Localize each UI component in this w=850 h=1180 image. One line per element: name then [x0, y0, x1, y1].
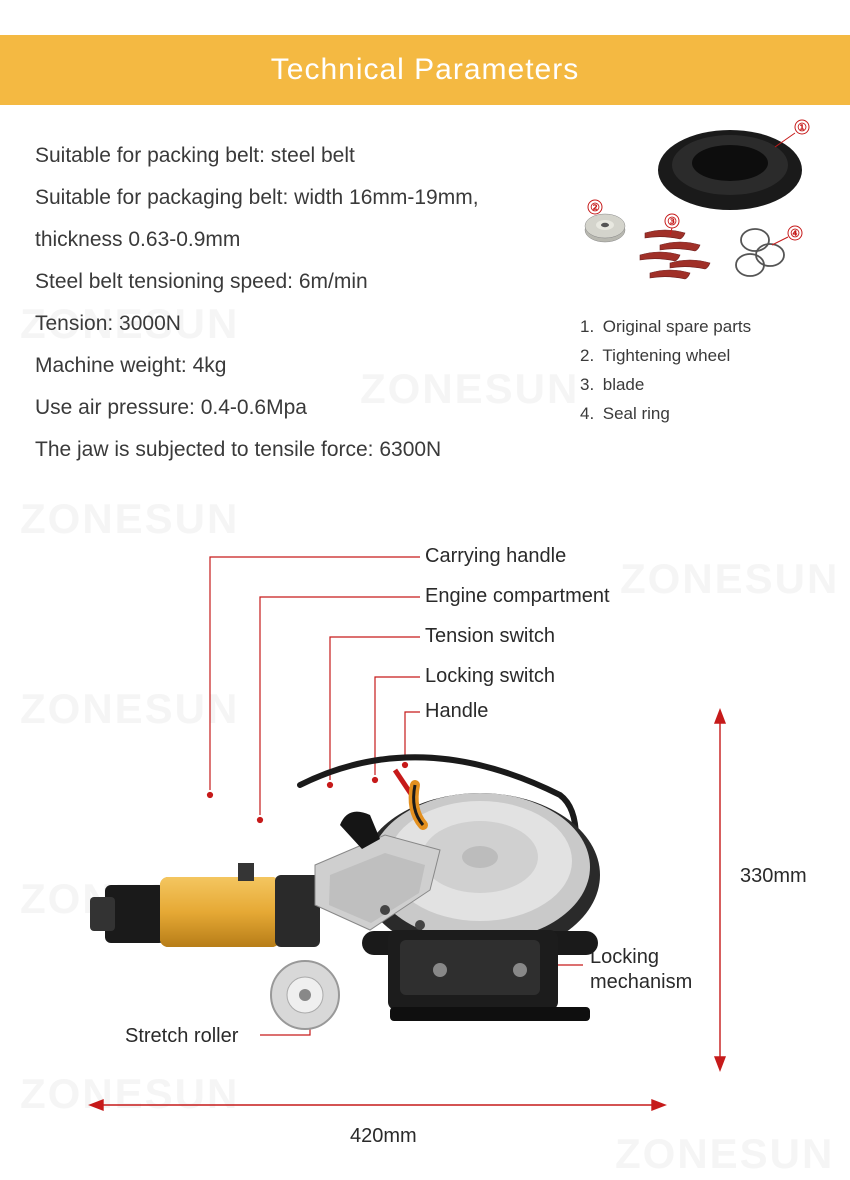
marker-1: ① — [797, 122, 807, 134]
parts-legend: 1. Original spare parts 2. Tightening wh… — [560, 313, 820, 429]
marker-2: ② — [590, 202, 600, 214]
machine-illustration — [90, 757, 600, 1029]
marker-3: ③ — [667, 216, 677, 228]
spec-line: Suitable for packing belt: steel belt — [35, 135, 565, 177]
dim-arrow-width — [90, 1100, 665, 1110]
spec-line: Machine weight: 4kg — [35, 345, 565, 387]
parts-item: 4. Seal ring — [580, 400, 820, 429]
spec-line: Steel belt tensioning speed: 6m/min — [35, 261, 565, 303]
page-title: Technical Parameters — [271, 53, 579, 87]
parts-item: 1. Original spare parts — [580, 313, 820, 342]
dim-arrow-height — [715, 710, 725, 1070]
spec-line: The jaw is subjected to tensile force: 6… — [35, 429, 565, 471]
product-diagram: Carrying handle Engine compartment Tensi… — [0, 545, 850, 1165]
spare-parts-panel: ① ② — [560, 115, 820, 429]
marker-4: ④ — [790, 228, 800, 240]
spec-line: Use air pressure: 0.4-0.6Mpa — [35, 387, 565, 429]
spare-parts-image: ① ② — [570, 115, 810, 295]
spec-list: Suitable for packing belt: steel belt Su… — [35, 135, 565, 471]
parts-item: 3. blade — [580, 371, 820, 400]
parts-item: 2. Tightening wheel — [580, 342, 820, 371]
spec-line: thickness 0.63-0.9mm — [35, 219, 565, 261]
watermark: ZONESUN — [20, 495, 239, 543]
spec-line: Tension: 3000N — [35, 303, 565, 345]
header-band: Technical Parameters — [0, 35, 850, 105]
spec-line: Suitable for packaging belt: width 16mm-… — [35, 177, 565, 219]
